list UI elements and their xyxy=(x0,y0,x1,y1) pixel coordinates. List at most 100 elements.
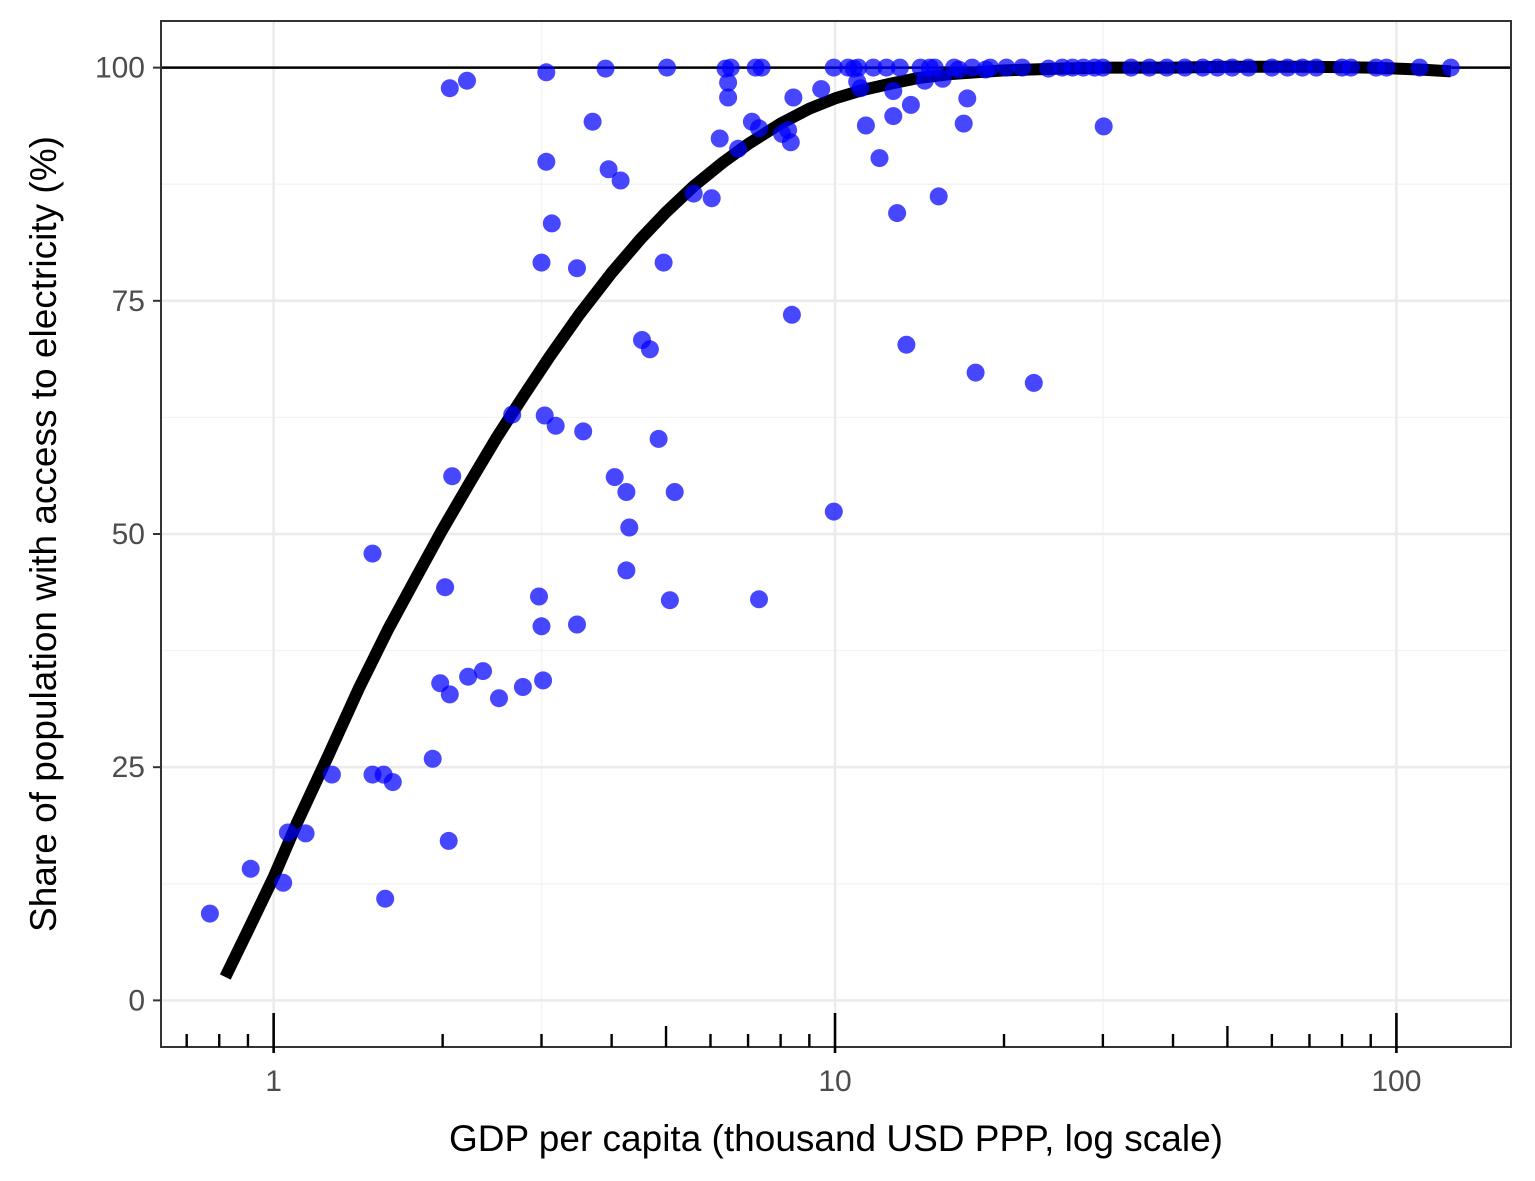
data-point xyxy=(684,184,703,203)
data-point xyxy=(963,58,982,77)
data-point xyxy=(851,79,870,98)
data-point xyxy=(719,73,738,92)
data-point xyxy=(532,253,551,272)
data-point xyxy=(1039,59,1058,78)
data-point xyxy=(513,678,532,696)
data-point xyxy=(750,119,768,138)
data-point xyxy=(654,253,673,272)
data-point xyxy=(929,187,948,206)
y-tick-label: 75 xyxy=(112,285,145,318)
data-point xyxy=(1093,58,1112,77)
data-point xyxy=(1122,58,1141,77)
data-point xyxy=(620,518,639,537)
data-point xyxy=(721,58,740,77)
data-point xyxy=(665,483,684,501)
data-point xyxy=(1140,58,1159,77)
data-point xyxy=(458,71,476,90)
data-point xyxy=(888,204,907,223)
data-point xyxy=(966,363,985,382)
data-point xyxy=(436,578,455,597)
data-point xyxy=(443,467,462,486)
data-point xyxy=(658,58,676,77)
data-point xyxy=(439,831,458,850)
data-point xyxy=(383,773,402,792)
data-point xyxy=(459,667,478,686)
data-point xyxy=(877,58,896,77)
y-tick-label: 0 xyxy=(128,984,145,1017)
data-point xyxy=(710,129,729,148)
data-point xyxy=(901,95,920,114)
data-point xyxy=(702,189,721,208)
data-point xyxy=(884,107,903,126)
data-point xyxy=(884,82,903,100)
data-point xyxy=(322,765,341,784)
data-point xyxy=(503,405,522,424)
data-point xyxy=(981,58,1000,77)
data-point xyxy=(1193,58,1212,77)
y-tick-label: 50 xyxy=(112,518,145,551)
data-point xyxy=(1094,117,1113,136)
data-point xyxy=(574,422,593,441)
data-point xyxy=(534,671,553,690)
data-point xyxy=(719,88,738,107)
data-point xyxy=(729,139,748,158)
data-point xyxy=(752,58,771,77)
data-point xyxy=(363,544,382,563)
data-point xyxy=(568,615,586,634)
y-tick-label: 100 xyxy=(95,52,145,85)
data-point xyxy=(781,133,800,152)
x-tick-label: 10 xyxy=(818,1065,851,1098)
data-points xyxy=(200,58,1460,923)
y-tick-label: 25 xyxy=(112,751,145,784)
data-point xyxy=(890,58,909,77)
data-point xyxy=(596,59,615,78)
data-point xyxy=(617,561,636,580)
data-point xyxy=(824,58,843,77)
data-point xyxy=(605,468,624,487)
data-point xyxy=(750,590,768,609)
data-point xyxy=(296,824,315,843)
data-point xyxy=(1013,58,1032,77)
data-point xyxy=(1410,58,1429,77)
data-point xyxy=(849,58,868,77)
axes: 1 10 100 0 25 50 75 100 xyxy=(95,52,1422,1098)
data-point xyxy=(274,873,293,892)
data-point xyxy=(530,587,548,606)
data-point xyxy=(949,60,968,79)
data-point xyxy=(824,502,843,521)
data-point xyxy=(542,214,561,233)
data-point xyxy=(1262,58,1281,77)
x-tick-label: 100 xyxy=(1371,1065,1421,1098)
data-point xyxy=(784,88,803,107)
data-point xyxy=(933,69,952,88)
trend-line-group xyxy=(219,60,1452,980)
data-point xyxy=(440,79,459,98)
data-point xyxy=(423,749,442,768)
data-point xyxy=(782,305,801,324)
data-point xyxy=(958,89,977,108)
data-point xyxy=(1293,58,1312,77)
data-point xyxy=(376,889,395,908)
data-point xyxy=(546,416,565,435)
y-axis-title: Share of population with access to elect… xyxy=(23,136,64,932)
data-point xyxy=(568,259,586,278)
data-point xyxy=(583,112,602,131)
data-point xyxy=(954,114,973,133)
data-point xyxy=(1342,58,1360,77)
data-point xyxy=(1377,58,1396,77)
data-point xyxy=(440,685,459,704)
data-point xyxy=(532,617,551,636)
data-point xyxy=(537,152,556,171)
data-point xyxy=(649,429,668,448)
data-point xyxy=(1223,58,1242,77)
data-point xyxy=(474,662,492,681)
data-point xyxy=(599,160,618,179)
data-point xyxy=(870,149,889,168)
data-point xyxy=(997,58,1016,77)
data-point xyxy=(1175,58,1194,77)
data-point xyxy=(640,340,659,359)
data-point xyxy=(537,63,556,82)
data-point xyxy=(897,335,916,354)
data-point xyxy=(1278,58,1297,77)
